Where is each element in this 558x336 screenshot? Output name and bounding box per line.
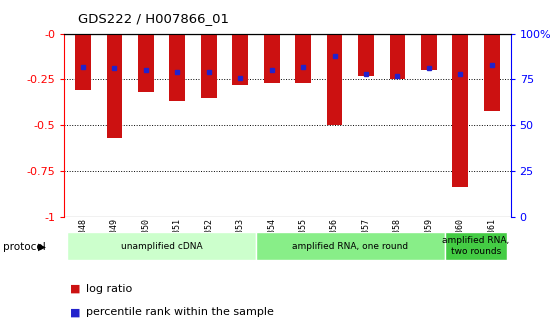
Text: amplified RNA,
two rounds: amplified RNA, two rounds	[442, 237, 509, 256]
Bar	[68, 232, 256, 260]
Bar	[256, 232, 445, 260]
Bar	[358, 34, 374, 76]
Bar	[453, 34, 468, 187]
Bar	[295, 34, 311, 83]
Bar	[170, 34, 185, 101]
Text: ■: ■	[70, 307, 80, 318]
Bar	[107, 34, 122, 138]
Text: unamplified cDNA: unamplified cDNA	[121, 242, 203, 251]
Text: ■: ■	[70, 284, 80, 294]
Bar	[138, 34, 154, 92]
Bar	[75, 34, 91, 90]
Text: ▶: ▶	[38, 242, 46, 252]
Bar	[201, 34, 217, 98]
Text: protocol: protocol	[3, 242, 46, 252]
Bar	[232, 34, 248, 85]
Text: amplified RNA, one round: amplified RNA, one round	[292, 242, 408, 251]
Text: percentile rank within the sample: percentile rank within the sample	[86, 307, 275, 318]
Bar	[326, 34, 343, 125]
Bar	[264, 34, 280, 83]
Bar	[421, 34, 437, 70]
Text: GDS222 / H007866_01: GDS222 / H007866_01	[78, 12, 229, 25]
Bar	[389, 34, 405, 79]
Text: log ratio: log ratio	[86, 284, 133, 294]
Bar	[484, 34, 499, 111]
Bar	[445, 232, 507, 260]
